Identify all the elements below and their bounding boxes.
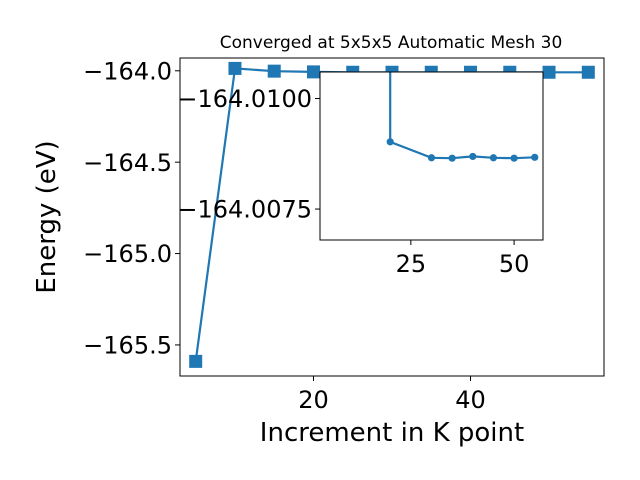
main-y-tick-label: −164.5: [83, 149, 172, 177]
main-x-tick-label: 20: [298, 386, 329, 414]
x-axis-label: Increment in K point: [260, 418, 524, 448]
main-x-tick-label: 40: [455, 386, 486, 414]
main-plot-frame: [179, 57, 605, 377]
y-axis-label: Energy (eV): [32, 140, 62, 293]
main-y-tick-label: −165.5: [83, 332, 172, 360]
chart-title: Converged at 5x5x5 Automatic Mesh 30: [220, 33, 563, 53]
main-y-tick-label: −164.0: [83, 57, 172, 85]
main-y-tick-label: −165.0: [83, 240, 172, 268]
inset-data-point: [489, 154, 498, 162]
main-data-point: [189, 354, 203, 368]
inset-data-point: [531, 153, 539, 161]
inset-plot: 25 50 −164.0100 −164.0075: [177, 71, 544, 278]
inset-y-tick-label: −164.0100: [177, 85, 312, 113]
inset-data-point: [469, 152, 477, 161]
inset-data-point: [448, 154, 456, 162]
main-data-point: [581, 65, 595, 79]
main-data-point: [228, 61, 242, 75]
main-data-point: [306, 65, 320, 79]
inset-y-tick-label: −164.0075: [177, 196, 312, 224]
inset-data-point: [510, 154, 518, 162]
main-data-point: [542, 65, 556, 79]
main-data-point: [267, 64, 281, 78]
inset-data-point: [386, 138, 394, 146]
inset-x-tick-label: 50: [499, 250, 530, 278]
inset-plot-frame: [319, 71, 544, 241]
inset-x-tick-label: 25: [396, 250, 427, 278]
inset-data-point: [427, 154, 436, 162]
